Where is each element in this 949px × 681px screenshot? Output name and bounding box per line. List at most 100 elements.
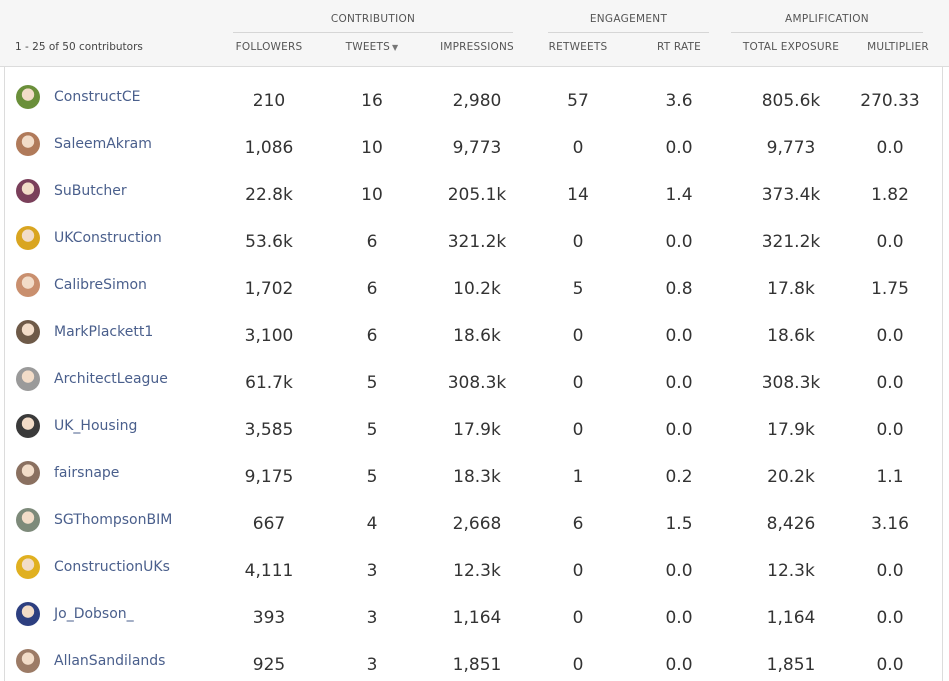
cell-multiplier: 0.0 [876, 561, 904, 581]
column-header-followers[interactable]: FOLLOWERS [235, 41, 303, 53]
cell-total-exposure: 1,164 [766, 608, 816, 628]
avatar[interactable] [16, 414, 40, 438]
cell-tweets: 6 [366, 326, 378, 346]
cell-multiplier: 0.0 [876, 420, 904, 440]
cell-followers: 9,175 [244, 467, 294, 487]
cell-multiplier: 0.0 [876, 655, 904, 675]
cell-impressions: 308.3k [447, 373, 507, 393]
cell-rt-rate: 0.0 [665, 420, 693, 440]
contributor-name-link[interactable]: ConstructionUKs [54, 559, 170, 575]
cell-tweets: 10 [361, 138, 383, 158]
avatar[interactable] [16, 461, 40, 485]
cell-impressions: 2,668 [452, 514, 502, 534]
cell-retweets: 0 [572, 561, 584, 581]
column-header-tweets[interactable]: TWEETS ▼ [337, 41, 407, 53]
avatar[interactable] [16, 602, 40, 626]
contributor-count: 1 - 25 of 50 contributors [15, 41, 143, 53]
cell-impressions: 1,164 [452, 608, 502, 628]
contributor-name-link[interactable]: SaleemAkram [54, 136, 152, 152]
table-row: Jo_Dobson_ 393 3 1,164 0 0.0 1,164 0.0 [0, 584, 949, 631]
avatar[interactable] [16, 226, 40, 250]
cell-impressions: 1,851 [452, 655, 502, 675]
cell-impressions: 10.2k [453, 279, 501, 299]
table-row: ConstructionUKs 4,111 3 12.3k 0 0.0 12.3k 0.0 [0, 537, 949, 584]
cell-total-exposure: 17.8k [767, 279, 815, 299]
contributor-name-link[interactable]: ConstructCE [54, 89, 141, 105]
cell-total-exposure: 805.6k [761, 91, 821, 111]
avatar[interactable] [16, 132, 40, 156]
column-header-rt-rate[interactable]: RT RATE [657, 41, 701, 53]
cell-impressions: 9,773 [452, 138, 502, 158]
cell-rt-rate: 0.0 [665, 608, 693, 628]
cell-rt-rate: 0.0 [665, 326, 693, 346]
avatar[interactable] [16, 320, 40, 344]
contributor-name-link[interactable]: MarkPlackett1 [54, 324, 154, 340]
cell-followers: 210 [252, 91, 286, 111]
contributor-name-link[interactable]: UK_Housing [54, 418, 138, 434]
avatar[interactable] [16, 273, 40, 297]
table-row: fairsnape 9,175 5 18.3k 1 0.2 20.2k 1.1 [0, 443, 949, 490]
cell-retweets: 0 [572, 232, 584, 252]
cell-rt-rate: 0.0 [665, 373, 693, 393]
cell-tweets: 3 [366, 608, 378, 628]
cell-tweets: 10 [361, 185, 383, 205]
contributor-name-link[interactable]: CalibreSimon [54, 277, 147, 293]
contributor-name-link[interactable]: AllanSandilands [54, 653, 166, 669]
cell-followers: 61.7k [245, 373, 293, 393]
cell-rt-rate: 0.8 [665, 279, 693, 299]
cell-followers: 4,111 [244, 561, 294, 581]
cell-followers: 53.6k [245, 232, 293, 252]
cell-tweets: 4 [366, 514, 378, 534]
cell-rt-rate: 1.4 [665, 185, 693, 205]
cell-total-exposure: 18.6k [767, 326, 815, 346]
cell-followers: 667 [252, 514, 286, 534]
cell-retweets: 14 [567, 185, 589, 205]
cell-total-exposure: 373.4k [761, 185, 821, 205]
contributor-name-link[interactable]: SGThompsonBIM [54, 512, 173, 528]
cell-impressions: 12.3k [453, 561, 501, 581]
avatar[interactable] [16, 179, 40, 203]
cell-total-exposure: 308.3k [761, 373, 821, 393]
cell-impressions: 205.1k [447, 185, 507, 205]
cell-tweets: 5 [366, 373, 378, 393]
avatar[interactable] [16, 555, 40, 579]
cell-followers: 1,086 [244, 138, 294, 158]
table-row: ArchitectLeague 61.7k 5 308.3k 0 0.0 308.3k 0.0 [0, 349, 949, 396]
cell-multiplier: 0.0 [876, 373, 904, 393]
avatar[interactable] [16, 649, 40, 673]
contributor-name-link[interactable]: SuButcher [54, 183, 127, 199]
cell-multiplier: 0.0 [876, 326, 904, 346]
cell-retweets: 5 [572, 279, 584, 299]
avatar[interactable] [16, 367, 40, 391]
cell-multiplier: 0.0 [876, 138, 904, 158]
cell-tweets: 3 [366, 655, 378, 675]
table-row: SuButcher 22.8k 10 205.1k 14 1.4 373.4k 1.82 [0, 161, 949, 208]
contributor-name-link[interactable]: ArchitectLeague [54, 371, 168, 387]
cell-total-exposure: 12.3k [767, 561, 815, 581]
cell-total-exposure: 1,851 [766, 655, 816, 675]
avatar[interactable] [16, 508, 40, 532]
contributor-name-link[interactable]: fairsnape [54, 465, 120, 481]
column-header-retweets[interactable]: RETWEETS [548, 41, 608, 53]
cell-followers: 3,585 [244, 420, 294, 440]
contributor-name-link[interactable]: Jo_Dobson_ [54, 606, 134, 622]
column-header-impressions[interactable]: IMPRESSIONS [440, 41, 514, 53]
cell-impressions: 2,980 [452, 91, 502, 111]
group-header-amplification: AMPLIFICATION [731, 12, 923, 33]
column-header-total-exposure[interactable]: TOTAL EXPOSURE [742, 41, 840, 53]
table-row: UKConstruction 53.6k 6 321.2k 0 0.0 321.2k 0.0 [0, 208, 949, 255]
contributor-name-link[interactable]: UKConstruction [54, 230, 162, 246]
cell-tweets: 3 [366, 561, 378, 581]
cell-tweets: 16 [361, 91, 383, 111]
column-header-tweets-label: TWEETS [345, 41, 390, 53]
cell-rt-rate: 1.5 [665, 514, 693, 534]
cell-followers: 393 [252, 608, 286, 628]
cell-total-exposure: 321.2k [761, 232, 821, 252]
column-header-multiplier[interactable]: MULTIPLIER [867, 41, 929, 53]
avatar[interactable] [16, 85, 40, 109]
cell-rt-rate: 0.0 [665, 655, 693, 675]
cell-multiplier: 1.75 [871, 279, 909, 299]
cell-total-exposure: 9,773 [766, 138, 816, 158]
table-header: CONTRIBUTION ENGAGEMENT AMPLIFICATION 1 … [0, 0, 949, 67]
cell-total-exposure: 20.2k [767, 467, 815, 487]
